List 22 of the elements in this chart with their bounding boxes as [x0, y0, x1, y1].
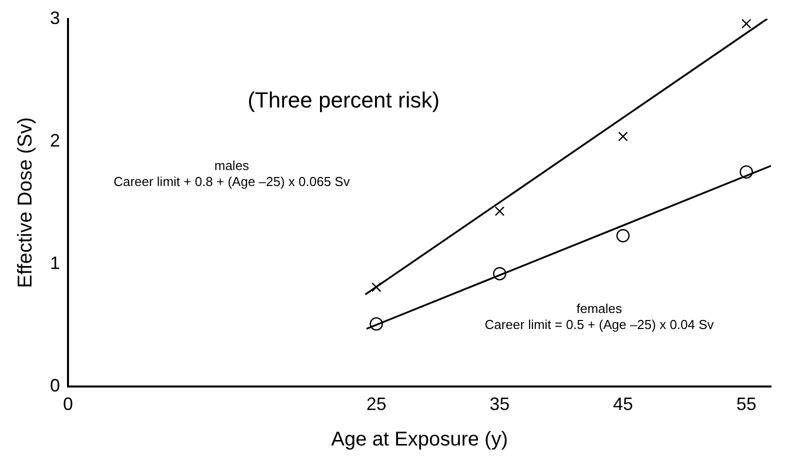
annotation: (Three percent risk) — [248, 88, 440, 113]
point — [493, 267, 506, 280]
x-tick-label: 35 — [490, 394, 510, 414]
point — [741, 18, 752, 29]
point — [616, 229, 630, 242]
point — [494, 206, 505, 216]
annotation: females Career limit = 0.5 + (Age –25) x 0.04 Sv — [484, 301, 714, 332]
y-tick-label: 0 — [50, 375, 60, 396]
annotation: males Career limit + 0.8 + (Age –25) x 0.065 Sv — [114, 158, 350, 189]
x-tick-label: 25 — [366, 394, 386, 414]
x-axis-title: Age at Exposure (y) — [331, 428, 508, 451]
point — [618, 132, 628, 142]
point — [371, 282, 382, 292]
y-axis-title: Effective Dose (Sv) — [14, 117, 37, 288]
y-tick-label: 1 — [50, 252, 60, 273]
x-tick-label: 55 — [736, 394, 756, 414]
point — [370, 317, 383, 331]
y-tick-label: 3 — [50, 8, 60, 28]
point — [740, 165, 753, 179]
x-tick-label: 45 — [612, 394, 634, 414]
x-tick-label: 0 — [63, 394, 74, 414]
y-tick-label: 2 — [50, 130, 60, 150]
